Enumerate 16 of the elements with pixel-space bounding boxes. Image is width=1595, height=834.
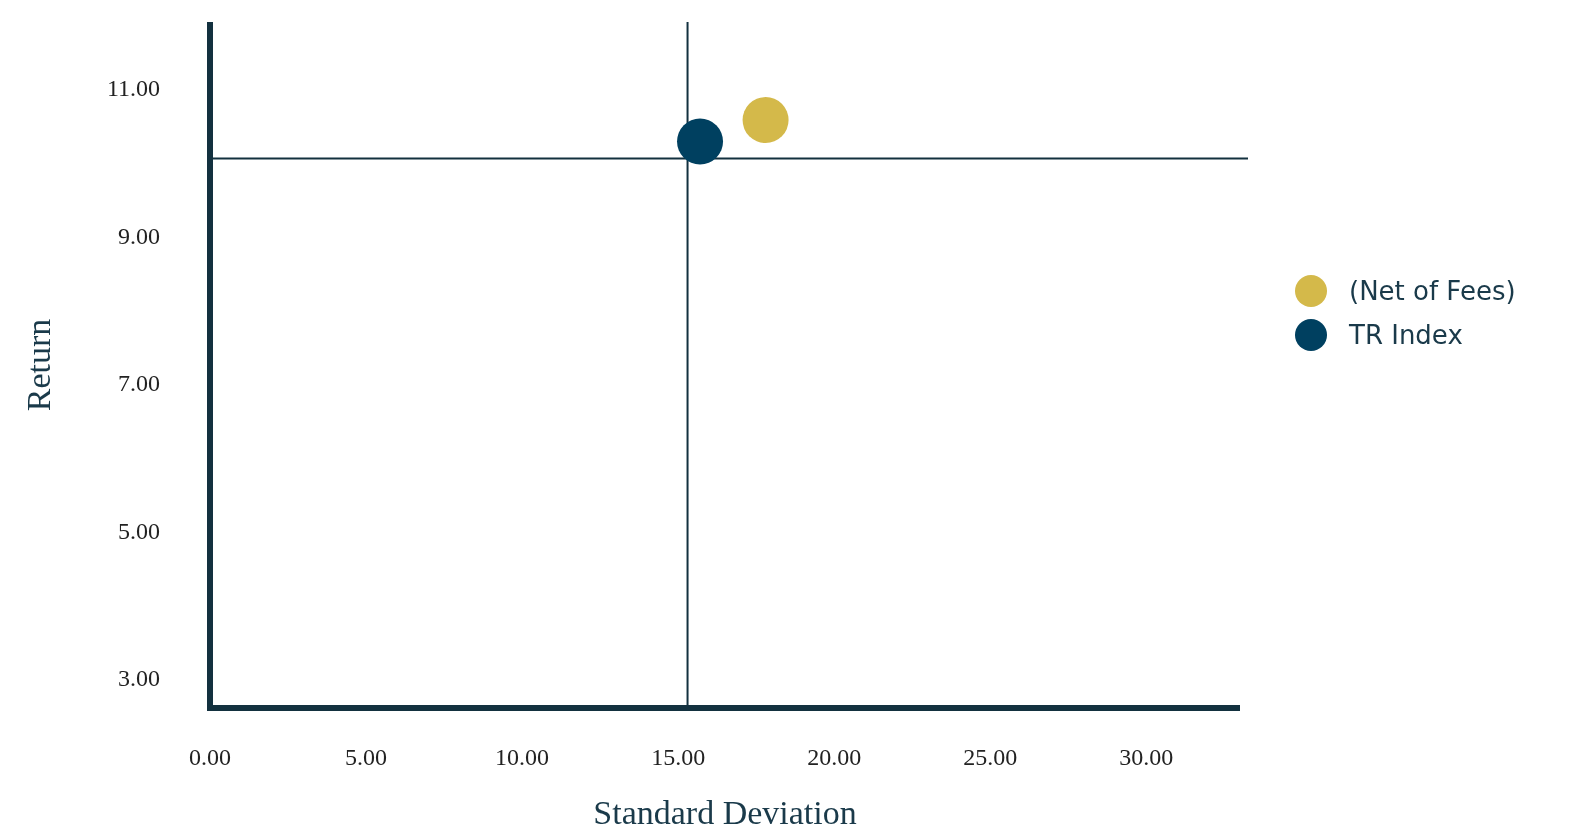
x-tick-label: 30.00	[1119, 744, 1174, 770]
y-axis-title: Return	[20, 318, 57, 412]
x-tick-label: 15.00	[651, 744, 706, 770]
x-tick-label: 25.00	[963, 744, 1018, 770]
y-tick-label: 5.00	[118, 517, 160, 544]
y-tick-label: 7.00	[118, 370, 160, 397]
x-tick-label: 10.00	[495, 744, 550, 770]
x-tick-label: 20.00	[807, 744, 862, 770]
y-tick-label: 11.00	[106, 75, 160, 102]
x-tick-label: 0.00	[189, 744, 231, 770]
x-axis-title: Standard Deviation	[593, 794, 857, 831]
x-tick-label: 5.00	[345, 744, 388, 770]
legend-label: (Net of Fees)	[1349, 276, 1516, 306]
legend-label: TR Index	[1348, 320, 1463, 350]
y-tick-label: 9.00	[118, 222, 160, 249]
y-tick-label: 3.00	[118, 665, 160, 692]
